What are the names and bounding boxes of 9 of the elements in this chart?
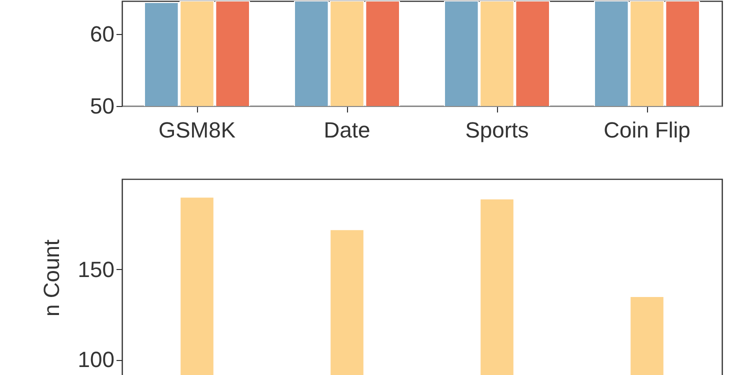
x-tick-label: Date	[324, 118, 370, 142]
y-tick-label: 60	[90, 22, 114, 47]
y-tick-label: 150	[78, 256, 114, 282]
x-tick-label: Coin Flip	[604, 118, 690, 142]
y-tick-label: 50	[90, 94, 114, 118]
y-axis-title: n Count	[38, 239, 64, 317]
x-tick-label: GSM8K	[158, 118, 236, 142]
y-tick-label: 100	[78, 347, 114, 372]
x-tick-label: Sports	[465, 118, 529, 142]
